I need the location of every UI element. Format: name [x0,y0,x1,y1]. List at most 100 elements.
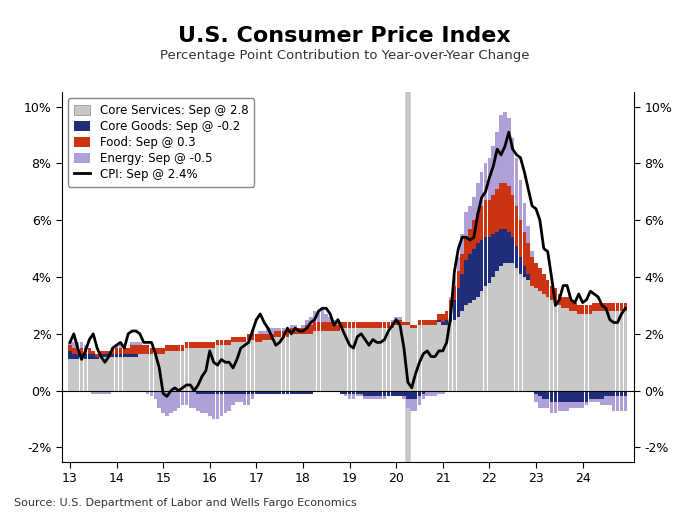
Bar [189,342,192,348]
Bar [379,397,382,399]
Bar [437,391,441,393]
Bar [103,391,107,393]
Bar [495,271,499,391]
Bar [189,348,192,391]
Bar [387,323,390,328]
Bar [495,189,499,231]
Bar [441,391,444,393]
Bar [624,391,627,397]
Bar [107,391,110,393]
Bar [134,357,138,391]
Bar [534,393,538,402]
Bar [107,351,110,354]
Bar [379,328,382,391]
Bar [266,391,270,393]
Bar [351,391,356,393]
Bar [294,328,297,334]
Bar [68,342,72,345]
Bar [123,357,126,391]
Bar [433,325,437,391]
Bar [282,328,285,331]
Bar [305,325,309,334]
Bar [258,331,262,334]
Bar [511,138,515,194]
Bar [488,200,491,237]
Bar [562,297,565,308]
Bar [375,397,378,399]
Bar [581,314,584,391]
Bar [476,297,480,391]
Bar [391,328,394,391]
Bar [266,328,270,334]
Bar [305,391,309,393]
Bar [422,391,425,393]
Text: Source: U.S. Department of Labor and Wells Fargo Economics: Source: U.S. Department of Labor and Wel… [14,498,356,508]
Bar [491,277,495,391]
Bar [593,399,596,402]
Bar [72,342,76,348]
Bar [313,311,316,323]
Bar [289,325,293,328]
Bar [263,340,266,391]
Bar [542,274,546,294]
Bar [173,391,176,410]
Bar [103,351,107,354]
Bar [624,303,627,311]
Bar [336,331,340,391]
Bar [557,391,561,402]
Bar [588,305,592,314]
Bar [80,348,83,354]
Bar [212,348,216,391]
Bar [258,342,262,391]
Bar [519,220,522,257]
Bar [294,391,297,393]
Bar [534,288,538,391]
Bar [232,391,235,393]
Bar [619,397,624,410]
Bar [208,393,212,416]
Bar [80,360,83,391]
Bar [325,323,328,331]
Bar [484,163,487,200]
Bar [212,393,216,419]
Bar [437,314,441,320]
Bar [130,345,134,354]
Bar [581,391,584,402]
Bar [441,323,444,325]
Bar [612,397,615,410]
Bar [317,323,320,331]
Bar [402,325,406,391]
Bar [274,391,278,393]
Bar [619,303,624,311]
Bar [76,354,79,360]
Bar [254,342,258,391]
Bar [511,194,515,237]
Bar [624,397,627,410]
Bar [414,325,418,328]
Bar [348,323,351,328]
Bar [356,391,359,393]
Bar [593,391,596,399]
Text: Percentage Point Contribution to Year-over-Year Change: Percentage Point Contribution to Year-ov… [160,49,529,62]
Bar [449,300,453,311]
Bar [616,397,619,410]
Bar [266,334,270,340]
Bar [557,402,561,410]
Bar [495,231,499,271]
Bar [173,351,176,391]
Bar [593,303,596,311]
Bar [274,331,278,337]
Bar [270,334,274,340]
Bar [103,357,107,391]
Bar [469,206,472,229]
Bar [313,323,316,331]
Bar [138,342,142,345]
Bar [519,274,522,391]
Bar [363,391,367,397]
Bar [251,391,254,393]
Bar [363,323,367,328]
Bar [379,323,382,328]
Bar [507,118,511,186]
Bar [612,303,615,311]
Bar [150,354,153,391]
